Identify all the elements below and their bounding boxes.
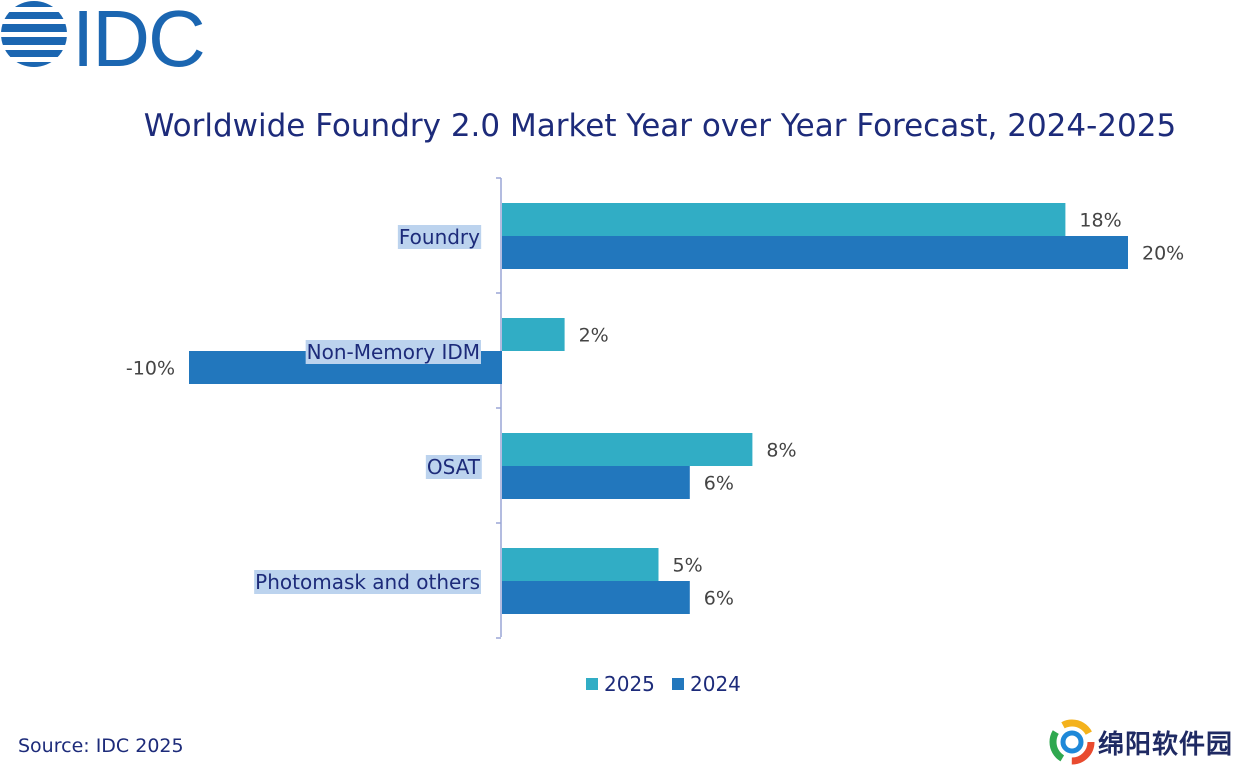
legend-item-2024: 2024 <box>672 672 741 696</box>
category-label: Foundry <box>399 225 480 249</box>
category-label-highlight <box>305 340 481 364</box>
logo-text: IDC <box>72 0 204 80</box>
category-label: Photomask and others <box>255 570 480 594</box>
chart-title: Worldwide Foundry 2.0 Market Year over Y… <box>143 108 1177 144</box>
bar-2024-foundry <box>502 236 1128 269</box>
bar-2024-photomask-and-others <box>502 581 690 614</box>
data-label: 8% <box>766 440 796 462</box>
legend-item-2025: 2025 <box>586 672 655 696</box>
data-label: 5% <box>673 555 703 577</box>
legend-label: 2025 <box>604 672 655 696</box>
category-label-highlight <box>425 455 482 479</box>
bar-2024-osat <box>502 466 690 499</box>
bar-2025-osat <box>502 433 753 466</box>
data-label: -10% <box>126 358 175 380</box>
legend-swatch <box>672 678 684 690</box>
data-label: 2% <box>579 325 609 347</box>
watermark-text: 绵阳软件园 <box>1098 730 1234 760</box>
category-label: OSAT <box>427 455 481 479</box>
bar-2025-non-memory-idm <box>502 318 565 351</box>
data-label: 18% <box>1079 210 1121 232</box>
legend-label: 2024 <box>690 672 741 696</box>
globe-icon <box>1 1 67 67</box>
category-label-highlight <box>254 570 481 594</box>
data-label: 20% <box>1142 243 1184 265</box>
bar-2025-foundry <box>502 203 1066 236</box>
source-note: Source: IDC 2025 <box>18 735 184 757</box>
legend-swatch <box>586 678 598 690</box>
idc-logo: IDC <box>1 0 206 80</box>
data-label: 6% <box>704 588 734 610</box>
watermark-logo-icon <box>1049 719 1095 765</box>
bar-2025-photomask-and-others <box>502 548 659 581</box>
category-label-highlight <box>397 225 482 249</box>
data-label: 6% <box>704 473 734 495</box>
category-label: Non-Memory IDM <box>307 340 480 364</box>
